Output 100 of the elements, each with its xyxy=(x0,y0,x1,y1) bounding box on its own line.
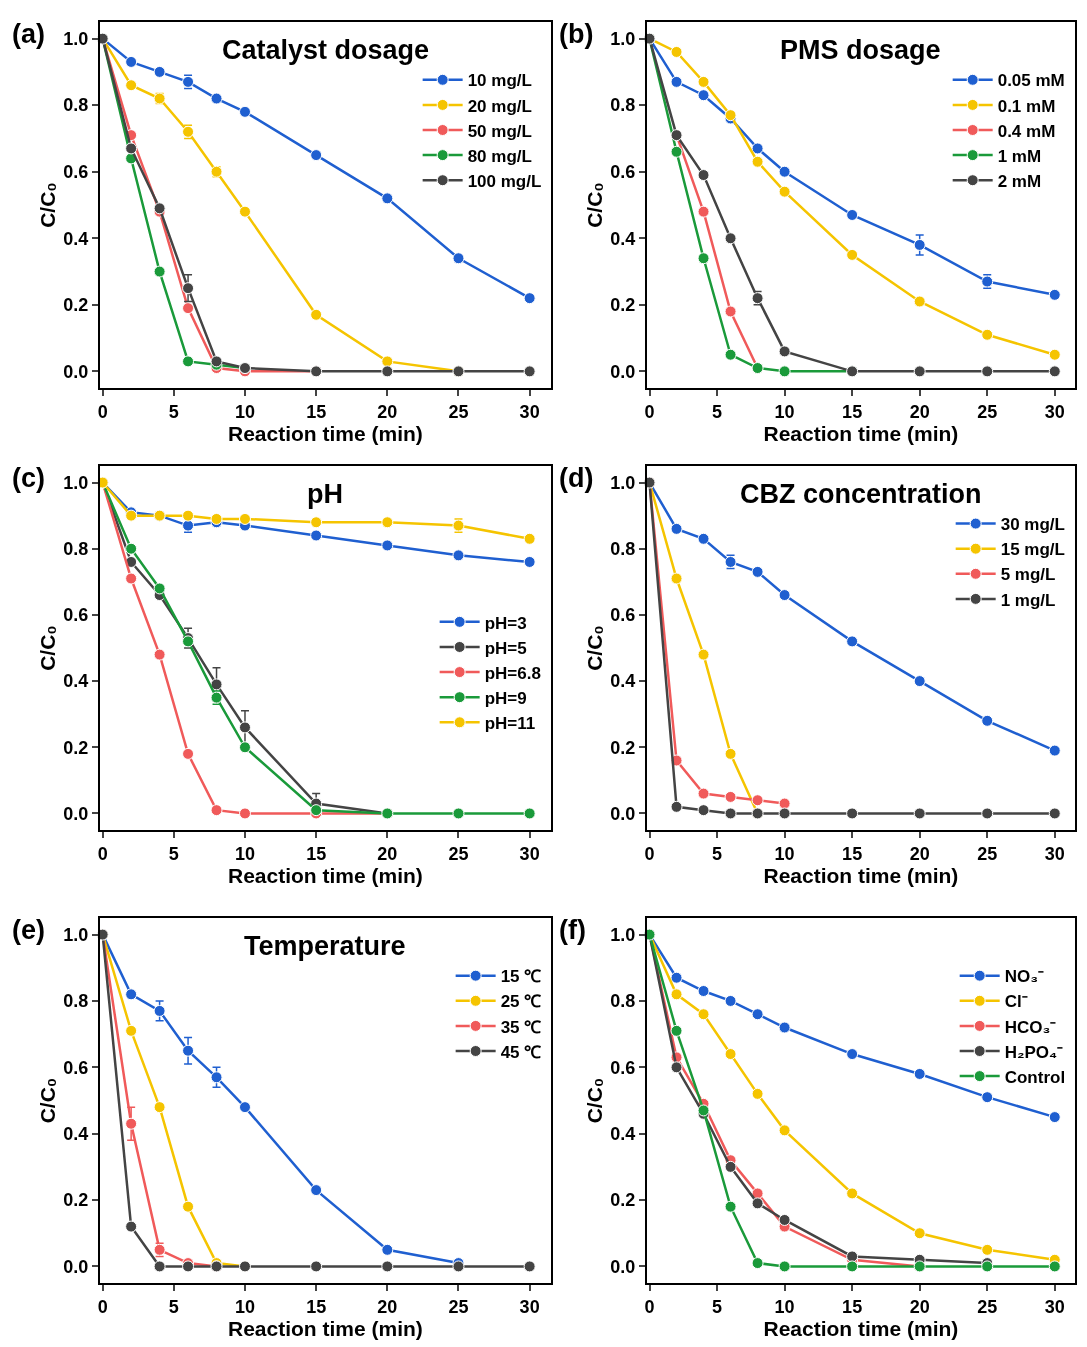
x-tick-label: 15 xyxy=(306,401,327,422)
point xyxy=(724,747,737,760)
y-tick-label: 1.0 xyxy=(63,28,89,49)
point xyxy=(778,345,791,358)
x-tick-label: 5 xyxy=(712,1296,723,1317)
x-tick-label: 10 xyxy=(774,1296,795,1317)
point xyxy=(182,302,195,315)
point xyxy=(381,516,394,529)
legend-label: 0.4 mM xyxy=(997,121,1056,141)
point xyxy=(697,205,710,218)
point xyxy=(697,252,710,265)
point xyxy=(724,807,737,820)
point xyxy=(846,1187,859,1200)
point xyxy=(697,1008,710,1021)
point xyxy=(523,555,536,568)
point xyxy=(210,678,223,691)
point xyxy=(670,45,683,58)
text: (e) xyxy=(12,915,45,945)
point xyxy=(125,1220,138,1233)
x-axis-title: Reaction time (min) xyxy=(227,1316,423,1340)
legend-label: 25 ℃ xyxy=(500,992,542,1012)
point xyxy=(670,145,683,158)
x-tick-label: 25 xyxy=(977,1296,998,1317)
x-tick-label: 25 xyxy=(448,843,469,864)
point xyxy=(778,797,791,810)
point xyxy=(1048,744,1061,757)
point xyxy=(981,1243,994,1256)
point xyxy=(125,542,138,555)
text: (f) xyxy=(559,915,586,945)
x-tick-label: 25 xyxy=(448,401,469,422)
point xyxy=(724,1200,737,1213)
y-axis-title: C/C₀ xyxy=(35,625,59,671)
point xyxy=(724,790,737,803)
y-tick-label: 0.2 xyxy=(610,295,636,316)
legend-label: 10 mg/L xyxy=(467,71,532,91)
y-tick-label: 0.6 xyxy=(63,605,89,626)
point xyxy=(1048,365,1061,378)
point xyxy=(751,794,764,807)
y-axis-title: C/C₀ xyxy=(35,182,59,228)
y-tick-label: 0.6 xyxy=(610,1057,636,1078)
y-tick-label: 0.8 xyxy=(610,991,636,1012)
point xyxy=(913,1067,926,1080)
text: CBZ concentration xyxy=(740,479,982,509)
point xyxy=(751,155,764,168)
text: (a) xyxy=(12,19,45,49)
y-tick-label: 0.0 xyxy=(63,361,89,382)
y-tick-label: 0.8 xyxy=(610,539,636,560)
point xyxy=(778,185,791,198)
point xyxy=(670,988,683,1001)
point xyxy=(523,807,536,820)
text: (c) xyxy=(12,463,45,493)
point xyxy=(125,555,138,568)
x-tick-label: 15 xyxy=(306,843,327,864)
point xyxy=(153,1260,166,1273)
x-tick-label: 20 xyxy=(377,843,398,864)
point xyxy=(182,1200,195,1213)
point xyxy=(523,365,536,378)
point xyxy=(238,1101,251,1114)
point xyxy=(670,522,683,535)
point xyxy=(310,1184,323,1197)
point xyxy=(310,516,323,529)
legend-label: H₂PO₄⁻ xyxy=(1004,1042,1064,1062)
point xyxy=(153,582,166,595)
point xyxy=(846,1260,859,1273)
point xyxy=(697,804,710,817)
y-tick-label: 0.0 xyxy=(63,1256,89,1277)
legend-label: 45 ℃ xyxy=(500,1042,542,1062)
point xyxy=(452,549,465,562)
x-axis-title: Reaction time (min) xyxy=(763,863,959,887)
point xyxy=(697,532,710,545)
point xyxy=(125,1024,138,1037)
x-tick-label: 15 xyxy=(306,1296,327,1317)
x-tick-label: 10 xyxy=(234,1296,256,1317)
y-tick-label: 1.0 xyxy=(610,28,636,49)
point xyxy=(724,1160,737,1173)
point xyxy=(724,1048,737,1061)
y-axis-title: C/C₀ xyxy=(582,1077,606,1124)
point xyxy=(981,328,994,341)
y-tick-label: 0.6 xyxy=(63,162,89,183)
legend-label: pH=11 xyxy=(484,713,536,733)
y-tick-label: 1.0 xyxy=(63,472,89,493)
y-tick-label: 0.6 xyxy=(63,1057,89,1078)
x-tick-label: 15 xyxy=(842,401,863,422)
x-tick-label: 10 xyxy=(234,843,256,864)
legend-label: pH=9 xyxy=(484,688,527,708)
x-tick-label: 0 xyxy=(644,1296,655,1317)
point xyxy=(778,807,791,820)
point xyxy=(981,807,994,820)
point xyxy=(1048,1111,1061,1124)
point xyxy=(846,248,859,261)
point xyxy=(452,807,465,820)
point xyxy=(182,1044,195,1057)
y-tick-label: 0.2 xyxy=(610,737,636,758)
x-axis-title: Reaction time (min) xyxy=(227,421,423,445)
point xyxy=(846,807,859,820)
point xyxy=(697,89,710,102)
point xyxy=(697,169,710,182)
point xyxy=(778,589,791,602)
point xyxy=(697,985,710,997)
x-tick-label: 20 xyxy=(909,401,930,422)
